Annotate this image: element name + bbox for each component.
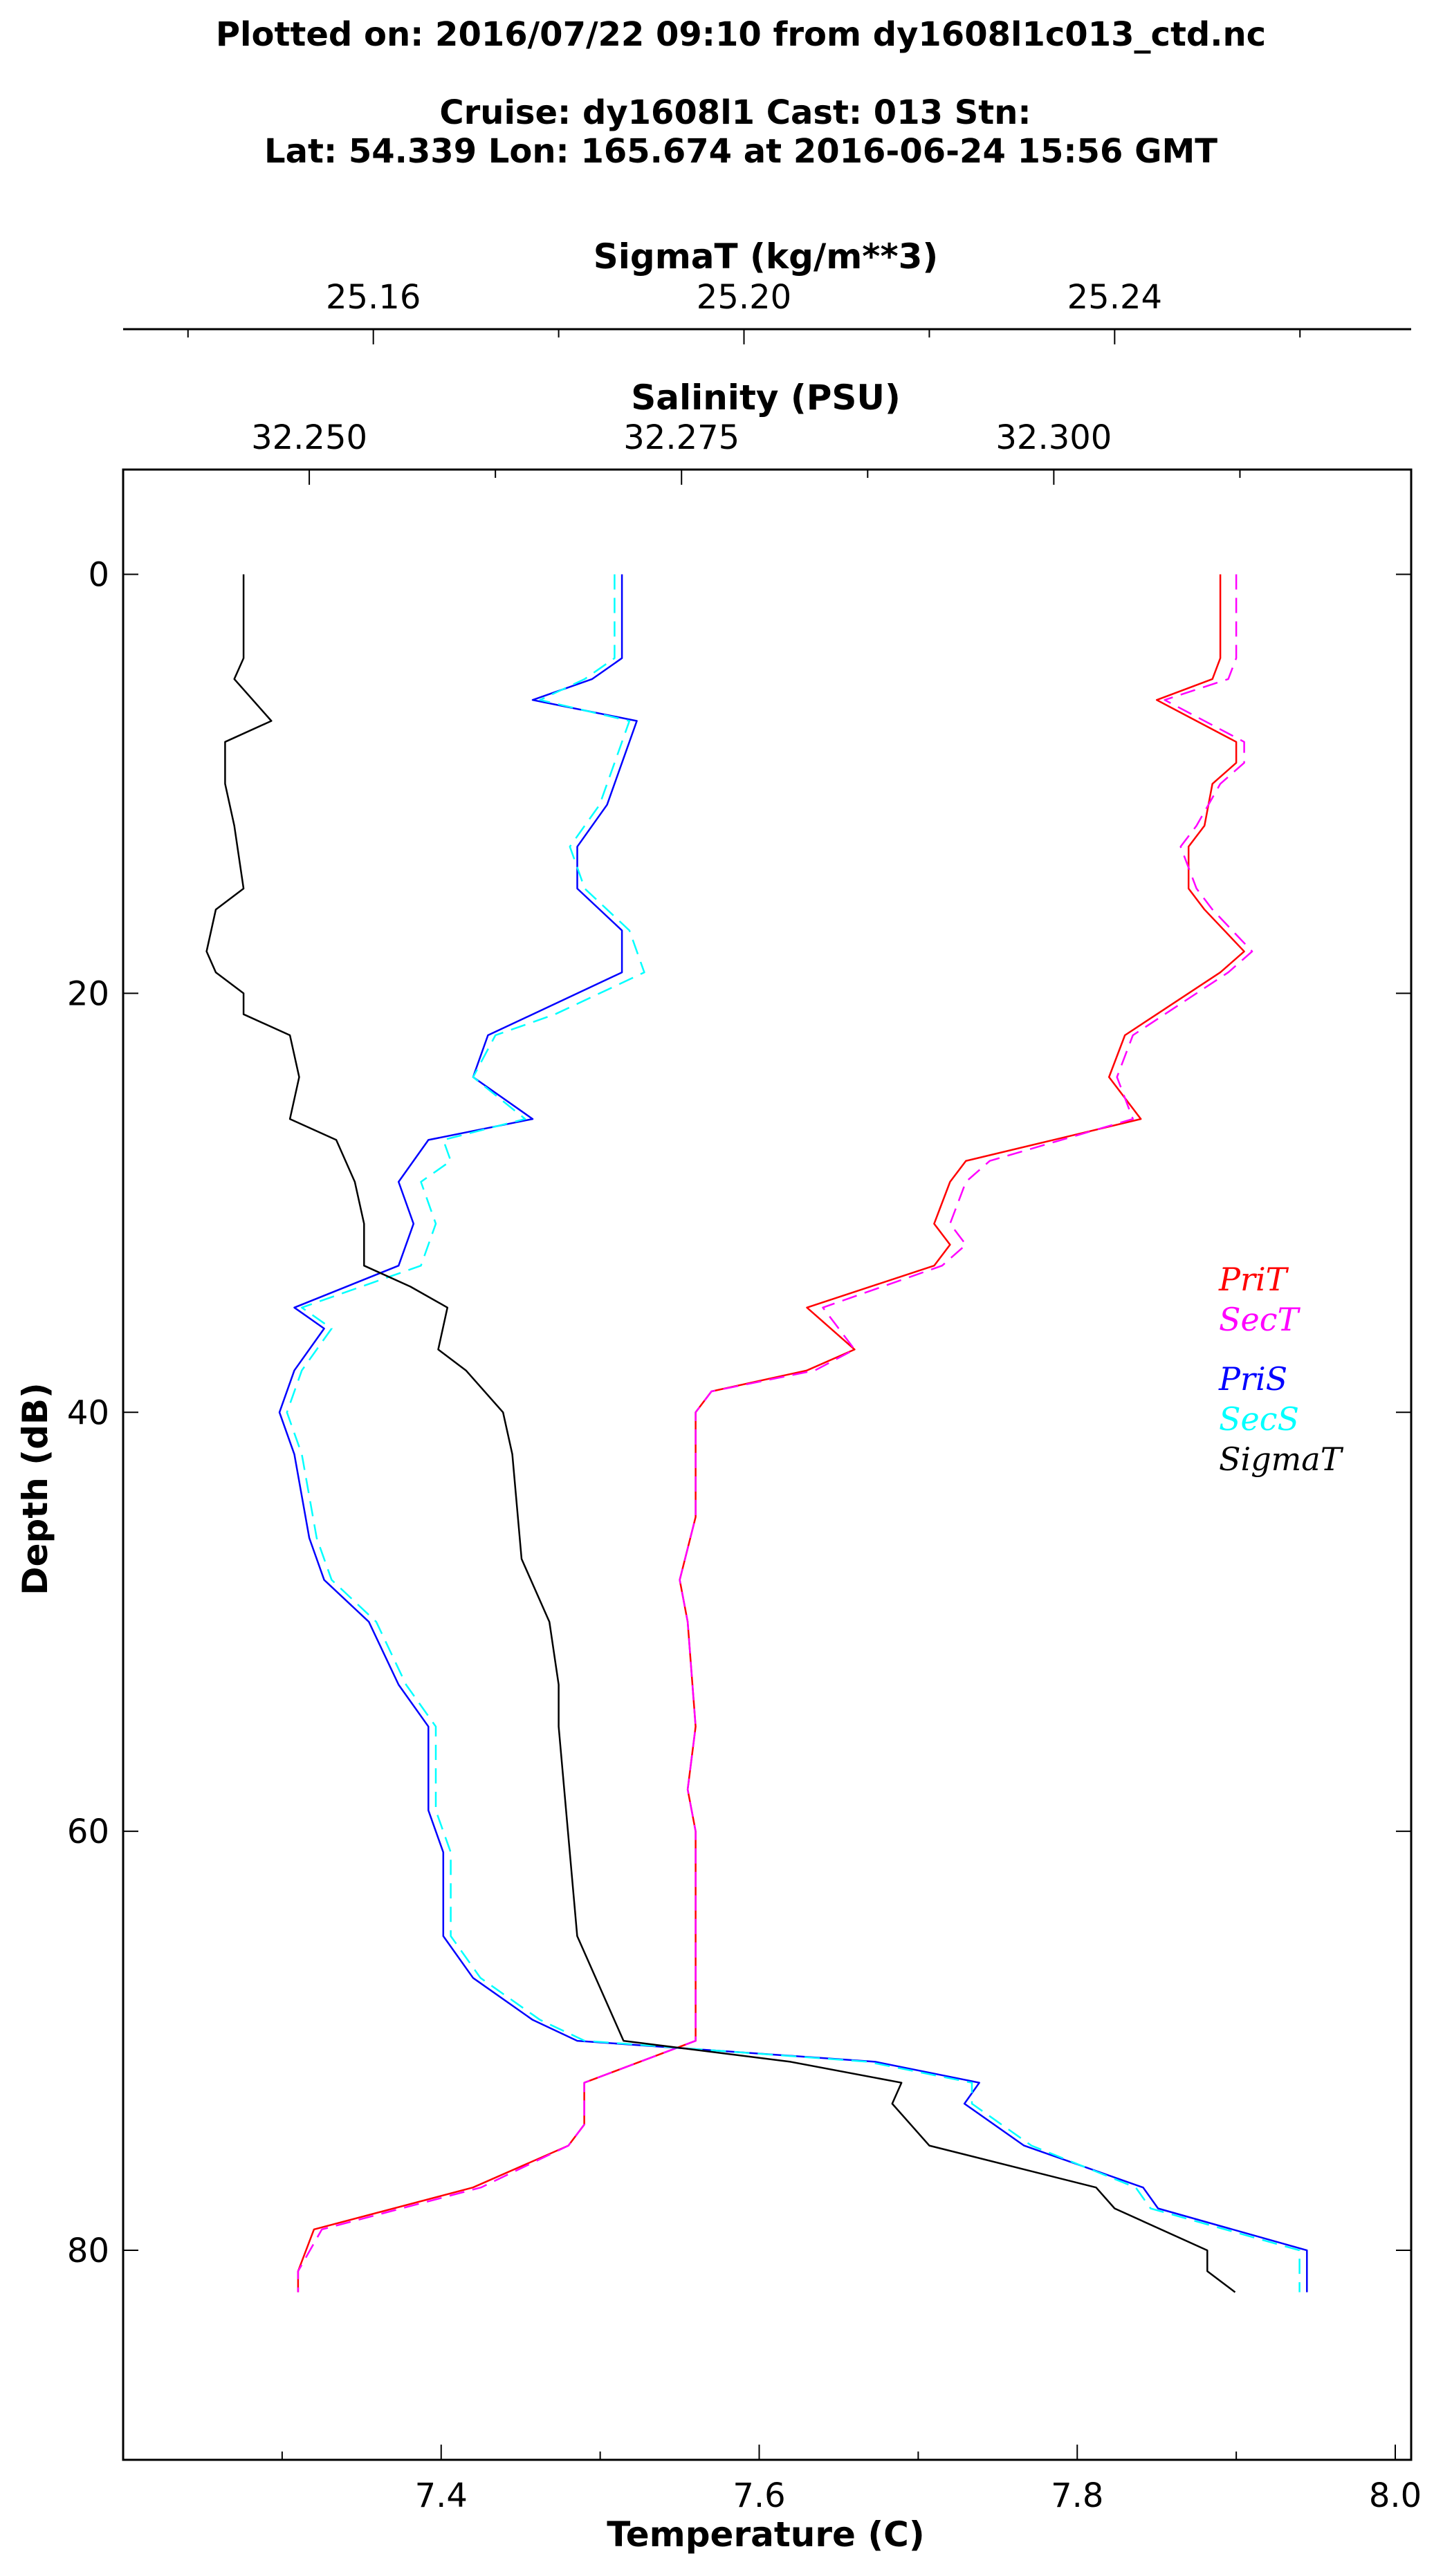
title-line-3: Lat: 54.339 Lon: 165.674 at 2016-06-24 1… xyxy=(264,132,1217,171)
legend-prit: PriT xyxy=(1218,1261,1289,1298)
depth-tick-label: 20 xyxy=(67,974,109,1013)
depth-tick-label: 80 xyxy=(67,2232,109,2270)
temperature-tick-label: 8.0 xyxy=(1369,2476,1422,2515)
temperature-tick-label: 7.4 xyxy=(415,2476,468,2515)
depth-axis-title: Depth (dB) xyxy=(15,1382,55,1595)
series-line-sigmat xyxy=(205,574,1236,2293)
legend-secs: SecS xyxy=(1219,1400,1299,1438)
depth-axis-ticks: 0 20 40 60 80 xyxy=(67,555,1411,2270)
legend-pris: PriS xyxy=(1218,1360,1287,1398)
sigmat-axis-title: SigmaT (kg/m**3) xyxy=(594,237,939,277)
legend-sect: SecT xyxy=(1219,1301,1300,1338)
sigmat-tick-label: 25.20 xyxy=(697,278,791,317)
temperature-axis-title: Temperature (C) xyxy=(607,2514,924,2555)
salinity-tick-label: 32.250 xyxy=(251,418,367,457)
series-line-secs xyxy=(286,574,1300,2292)
temperature-axis-ticks: 7.4 7.6 7.8 8.0 xyxy=(281,2445,1422,2515)
depth-tick-label: 40 xyxy=(67,1393,109,1432)
salinity-axis-ticks: 32.250 32.275 32.300 xyxy=(251,418,1241,485)
temperature-tick-label: 7.8 xyxy=(1051,2476,1103,2515)
series-layer xyxy=(205,574,1308,2293)
salinity-tick-label: 32.275 xyxy=(623,418,739,457)
plot-area-frame xyxy=(122,468,1413,2461)
series-line-pris xyxy=(278,574,1308,2292)
temperature-tick-label: 7.6 xyxy=(733,2476,785,2515)
legend-sigmat: SigmaT xyxy=(1219,1440,1344,1478)
depth-tick-label: 60 xyxy=(67,1813,109,1851)
title-line-2: Cruise: dy1608l1 Cast: 013 Stn: xyxy=(439,93,1031,132)
title-line-1: Plotted on: 2016/07/22 09:10 from dy1608… xyxy=(216,15,1266,54)
salinity-axis-title: Salinity (PSU) xyxy=(631,378,901,418)
sigmat-tick-label: 25.16 xyxy=(326,278,421,317)
depth-tick-label: 0 xyxy=(88,555,109,594)
sigmat-tick-label: 25.24 xyxy=(1067,278,1162,317)
salinity-tick-label: 32.300 xyxy=(995,418,1112,457)
sigmat-axis-ticks: 25.16 25.20 25.24 xyxy=(187,278,1301,344)
